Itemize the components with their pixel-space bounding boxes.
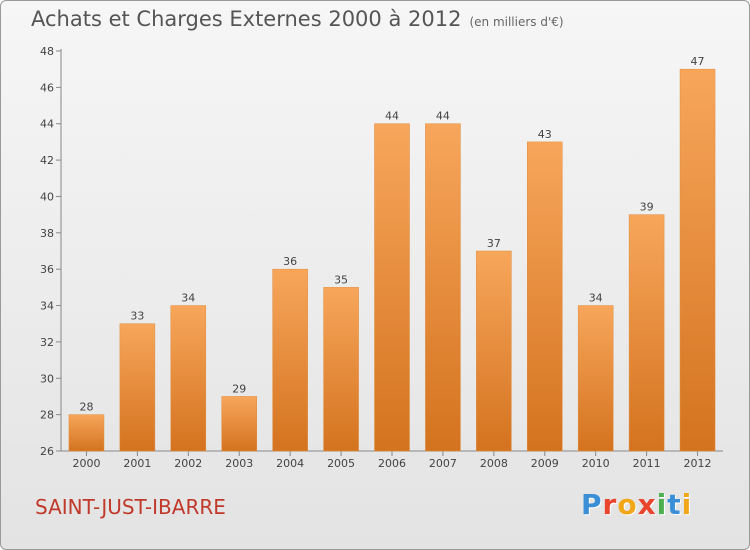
logo-letter: i: [656, 488, 668, 521]
y-tick-label: 34: [40, 300, 54, 313]
chart-title-text: Achats et Charges Externes 2000 à 2012: [31, 7, 462, 31]
x-tick-label: 2006: [378, 457, 406, 470]
bar: [323, 287, 359, 452]
bar-value-label: 44: [385, 110, 399, 123]
x-tick-label: 2012: [684, 457, 712, 470]
x-tick-label: 2011: [633, 457, 661, 470]
bar: [68, 414, 105, 452]
bar-value-label: 47: [691, 55, 705, 68]
bar-value-label: 34: [181, 292, 195, 305]
x-tick-label: 2003: [225, 457, 253, 470]
bar-value-label: 33: [130, 310, 144, 323]
logo-letter: P: [581, 488, 603, 521]
y-tick-label: 26: [40, 445, 54, 458]
proxiti-logo: Proxiti: [581, 488, 692, 521]
bar-value-label: 44: [436, 110, 450, 123]
bar: [170, 305, 207, 452]
bar-value-label: 35: [334, 273, 348, 286]
chart-title: Achats et Charges Externes 2000 à 2012 (e…: [31, 7, 564, 31]
bar: [476, 250, 512, 452]
bar: [374, 123, 410, 452]
bar-value-label: 39: [640, 201, 654, 214]
x-tick-label: 2010: [582, 457, 610, 470]
y-tick-label: 38: [40, 227, 54, 240]
y-tick-label: 42: [40, 154, 54, 167]
bar-value-label: 29: [232, 382, 246, 395]
y-tick-label: 28: [40, 409, 54, 422]
bar-value-label: 36: [283, 255, 297, 268]
y-tick-label: 30: [40, 372, 54, 385]
logo-letter: x: [637, 488, 657, 521]
bar: [577, 305, 614, 452]
x-tick-label: 2004: [276, 457, 304, 470]
x-tick-label: 2009: [531, 457, 559, 470]
bar: [628, 214, 665, 452]
chart-axes: 26 28 30 32 34 36 38 40 42 44 46 48: [40, 45, 723, 458]
bar-value-label: 28: [79, 401, 93, 414]
bar-value-label: 43: [538, 128, 552, 141]
y-tick-label: 46: [40, 81, 54, 94]
bar: [425, 123, 461, 452]
bar-value-label: 34: [589, 292, 603, 305]
y-tick-label: 36: [40, 263, 54, 276]
logo-letter: i: [681, 488, 693, 521]
y-tick-label: 48: [40, 45, 54, 58]
chart-bars: [68, 68, 716, 452]
y-tick-label: 32: [40, 336, 54, 349]
x-tick-label: 2000: [72, 457, 100, 470]
bar: [527, 141, 563, 452]
logo-letter: r: [602, 488, 618, 521]
logo-letter: o: [617, 488, 638, 521]
x-tick-label: 2008: [480, 457, 508, 470]
x-tick-label: 2005: [327, 457, 355, 470]
town-name: SAINT-JUST-IBARRE: [35, 495, 226, 519]
chart-labels: 2000 28 2001 33 2002 34 2003 29 2004 36 2005 35 2006…: [72, 55, 711, 470]
bar-value-label: 37: [487, 237, 501, 250]
bar: [272, 268, 308, 452]
bar: [679, 68, 716, 452]
y-tick-label: 44: [40, 118, 54, 131]
x-tick-label: 2002: [174, 457, 202, 470]
y-tick-label: 40: [40, 190, 54, 203]
bar: [119, 323, 156, 452]
logo-letter: t: [667, 488, 682, 521]
chart-subtitle: (en milliers d'€): [469, 15, 564, 29]
bar: [221, 396, 257, 452]
x-tick-label: 2001: [123, 457, 151, 470]
x-tick-label: 2007: [429, 457, 457, 470]
